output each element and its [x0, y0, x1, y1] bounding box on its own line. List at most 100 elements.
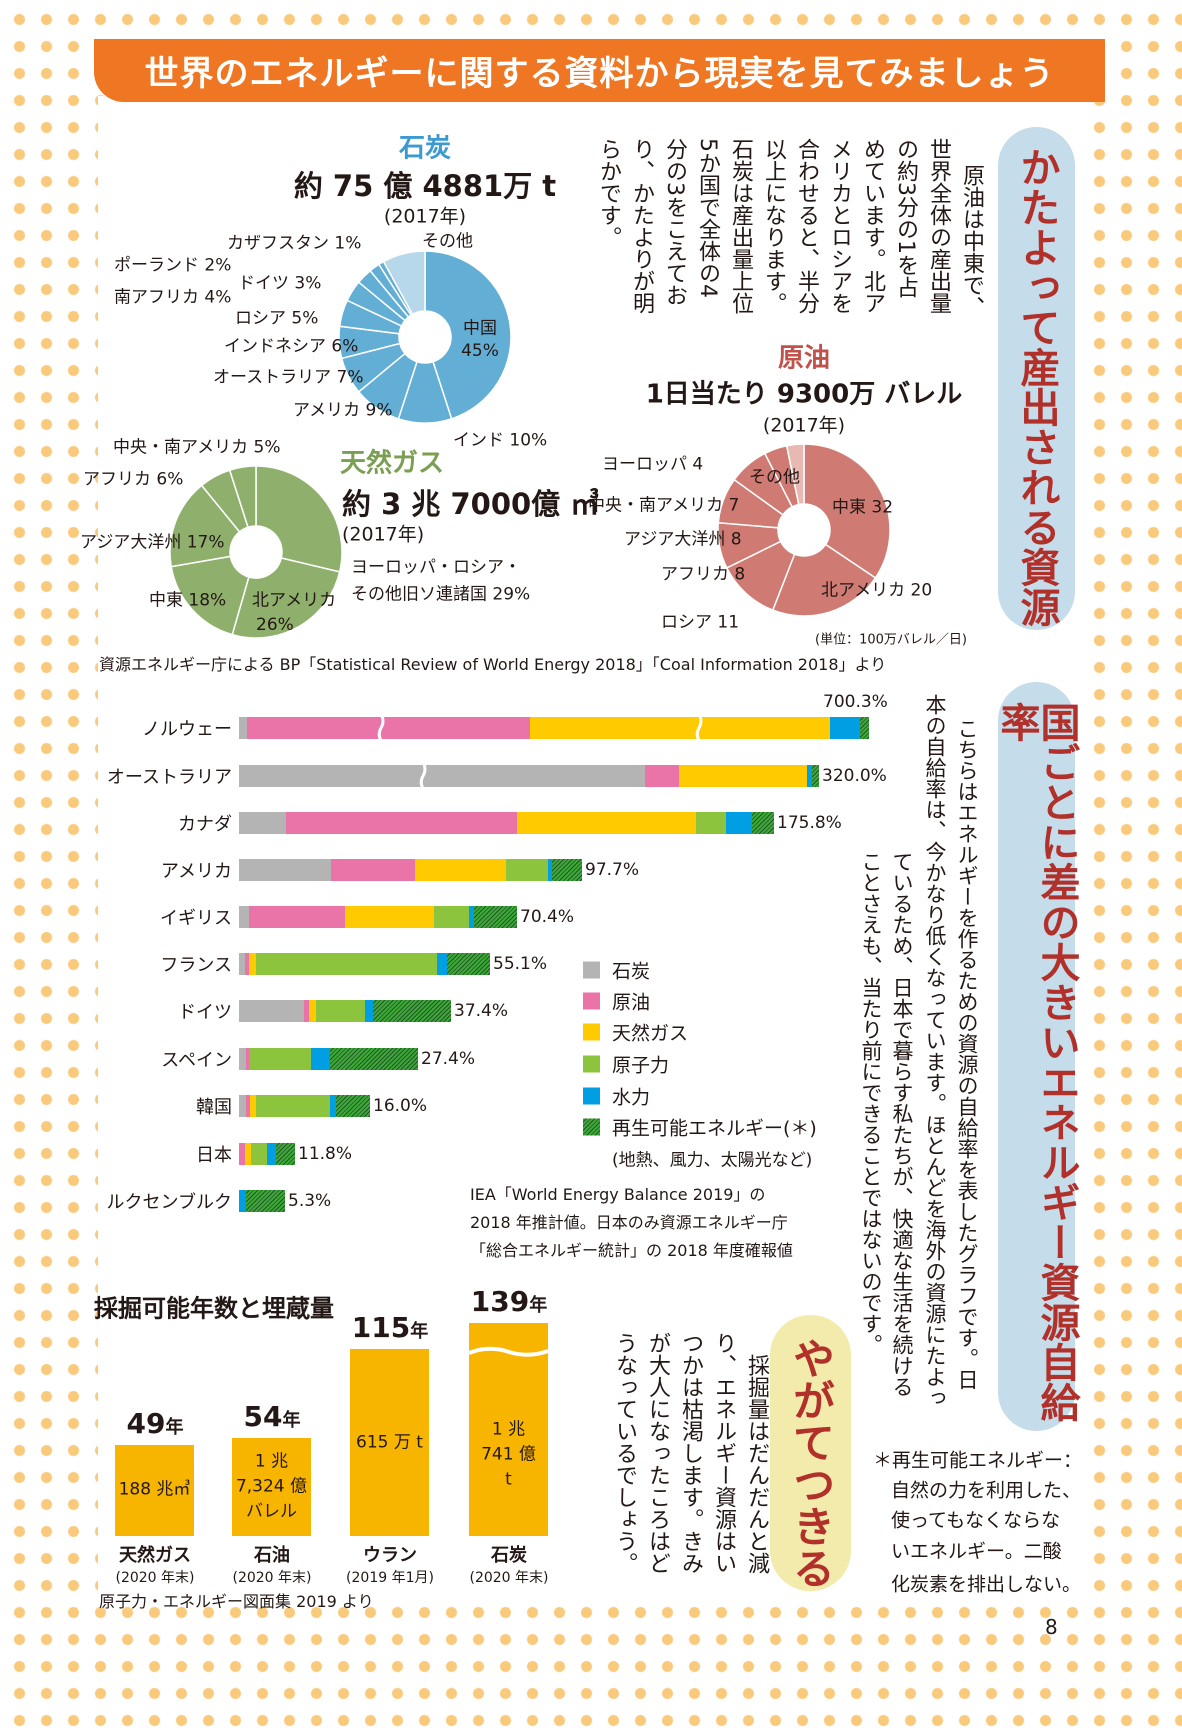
- value-label: 97.7%: [585, 860, 640, 880]
- years-suffix: 年: [410, 1321, 429, 1343]
- bar-segment-天然ガス: [415, 859, 507, 881]
- pie-label: アジア大洋州 17%: [80, 532, 225, 553]
- years-value: 49: [126, 1406, 166, 1440]
- section3-body-column: うなっているでしょう。: [612, 1332, 637, 1574]
- oil-slice: [785, 443, 805, 506]
- section3-body-column: 採掘量はだんだんと減: [744, 1354, 769, 1574]
- bar-segment-天然ガス: [249, 1095, 257, 1117]
- bar-アメリカ: [239, 859, 582, 881]
- reserve-line: バレル: [246, 1501, 297, 1522]
- bar-segment-天然ガス: [530, 717, 831, 739]
- resource-name: 天然ガス: [119, 1545, 191, 1566]
- pie-label: ロシア 5%: [235, 308, 319, 329]
- body-line: メリカとロシアを: [827, 138, 852, 314]
- coal-title: 石炭: [398, 133, 452, 164]
- bar-segment-天然ガス: [345, 906, 435, 928]
- pie-label: ヨーロッパ・ロシア・: [351, 557, 521, 578]
- bar-segment-原油: [244, 953, 249, 975]
- pie-label: 北アメリカ: [252, 590, 337, 611]
- pie-label: ロシア 11: [661, 612, 740, 633]
- reserve-line: 7,324 億: [235, 1476, 308, 1497]
- bar-segment-石炭: [239, 717, 247, 739]
- pie-label: 45%: [461, 341, 499, 361]
- section2-body-column: 本の自給率は、今かなり低くなっています。ほとんどを海外の資源にたよっ: [923, 694, 947, 1408]
- pie-label: 南アフリカ 4%: [114, 287, 232, 308]
- value-label: 16.0%: [373, 1096, 428, 1116]
- gas-amount: 約 3 兆 7000億 ㎥: [342, 487, 600, 521]
- years-suffix: 年: [165, 1416, 184, 1438]
- reserve-bar-天然ガス: 188 兆㎥: [115, 1444, 194, 1536]
- years-suffix: 年: [282, 1409, 301, 1431]
- bar-segment-再生可能エネルギー: [447, 953, 490, 975]
- country-label: ルクセンブルク: [106, 1192, 232, 1213]
- section1-heading: かたよって産出される資源: [1013, 147, 1060, 627]
- gas-slice: [231, 557, 341, 639]
- footnote-line: ＊再生可能エネルギー：: [873, 1449, 1083, 1472]
- bar-segment-原油: [245, 1048, 250, 1070]
- axis-break-mark: [377, 714, 385, 742]
- body-line: の約3分の1を占: [893, 138, 918, 298]
- bar-segment-再生可能エネルギー: [245, 1190, 285, 1212]
- body-line: めています。北ア: [860, 138, 885, 314]
- bar-ドイツ: [239, 1000, 451, 1022]
- pie-label: 26%: [256, 615, 294, 635]
- body-line: 5か国で全体の4: [695, 138, 720, 298]
- body-line: らかです。: [596, 138, 621, 248]
- body-line: 分の3をこえてお: [662, 138, 687, 306]
- reserve-bar-石炭: 1 兆 741 億 t: [469, 1323, 548, 1536]
- bar-segment-天然ガス: [517, 812, 697, 834]
- coal-slice: [382, 250, 426, 316]
- footnote-line: 使ってもなくならな: [891, 1509, 1061, 1532]
- pie-label: オーストラリア 7%: [213, 367, 364, 388]
- section2-source-line: 「総合エネルギー統計」の 2018 年度確報値: [470, 1241, 793, 1260]
- reserve-amount: 1 兆 741 億 t: [469, 1418, 548, 1493]
- resource-date: (2020 年末): [232, 1570, 312, 1586]
- pie-label: ドイツ 3%: [238, 273, 322, 294]
- resource-name: 石油: [254, 1545, 290, 1566]
- bar-segment-再生可能エネルギー: [276, 1143, 295, 1165]
- reserve-bar-石油: 1 兆 7,324 億バレル: [232, 1437, 311, 1536]
- coal-amount: 約 75 億 4881万 t: [293, 169, 557, 203]
- bar-segment-石炭: [239, 1095, 246, 1117]
- oil-title: 原油: [777, 343, 831, 374]
- country-label: オーストラリア: [106, 767, 232, 788]
- footnote-line: いエネルギー。二酸: [891, 1540, 1062, 1563]
- legend-item: 原油: [583, 988, 650, 1015]
- bar-カナダ: [239, 812, 774, 834]
- bar-segment-原子力: [696, 812, 726, 834]
- pie-label: アメリカ 9%: [293, 400, 393, 421]
- legend-label: 原子力: [612, 1054, 670, 1077]
- section2-source-line: IEA「World Energy Balance 2019」の: [470, 1185, 766, 1204]
- legend-note: (地熱、風力、太陽光など): [612, 1150, 813, 1171]
- reserve-line: 741 億: [481, 1444, 536, 1465]
- bar-segment-石炭: [239, 812, 286, 834]
- section3-body-column: り、エネルギー資源はい: [711, 1332, 736, 1574]
- bar-segment-再生可能エネルギー: [752, 812, 774, 834]
- pie-label: インドネシア 6%: [224, 336, 359, 357]
- value-label: 320.0%: [822, 766, 887, 786]
- coal-slice: [424, 250, 512, 420]
- bar-segment-原子力: [434, 906, 469, 928]
- bar-イギリス: [239, 906, 517, 928]
- country-label: ドイツ: [178, 1002, 232, 1023]
- reserve-amount: 188 兆㎥: [115, 1478, 194, 1503]
- legend-swatch: [583, 961, 600, 979]
- years-value: 115: [351, 1311, 411, 1345]
- resource-name: 石炭: [491, 1545, 527, 1566]
- axis-break-mark: [469, 1346, 548, 1357]
- legend-item: 水力: [583, 1083, 650, 1110]
- section3-source: 原子力・エネルギー図面集 2019 より: [99, 1592, 374, 1611]
- reserve-line: t: [505, 1469, 512, 1490]
- pie-label: アジア大洋州 8: [624, 529, 742, 550]
- bar-segment-原子力: [249, 1048, 311, 1070]
- pie-label: アフリカ 6%: [83, 469, 184, 490]
- reserve-amount: 615 万 t: [350, 1430, 429, 1455]
- country-label: カナダ: [178, 814, 232, 835]
- bar-segment-石炭: [239, 859, 332, 881]
- section2-body-column: こちらはエネルギーを作るための資源の自給率を表したグラフです。日: [955, 718, 979, 1390]
- content-panel: [98, 96, 1093, 1604]
- section2-heading: 国ごとに差の大きいエネルギー資源自給率: [993, 702, 1080, 1422]
- country-label: イギリス: [160, 908, 232, 929]
- bar-segment-水力: [239, 1190, 246, 1212]
- bar-segment-石炭: [239, 1000, 305, 1022]
